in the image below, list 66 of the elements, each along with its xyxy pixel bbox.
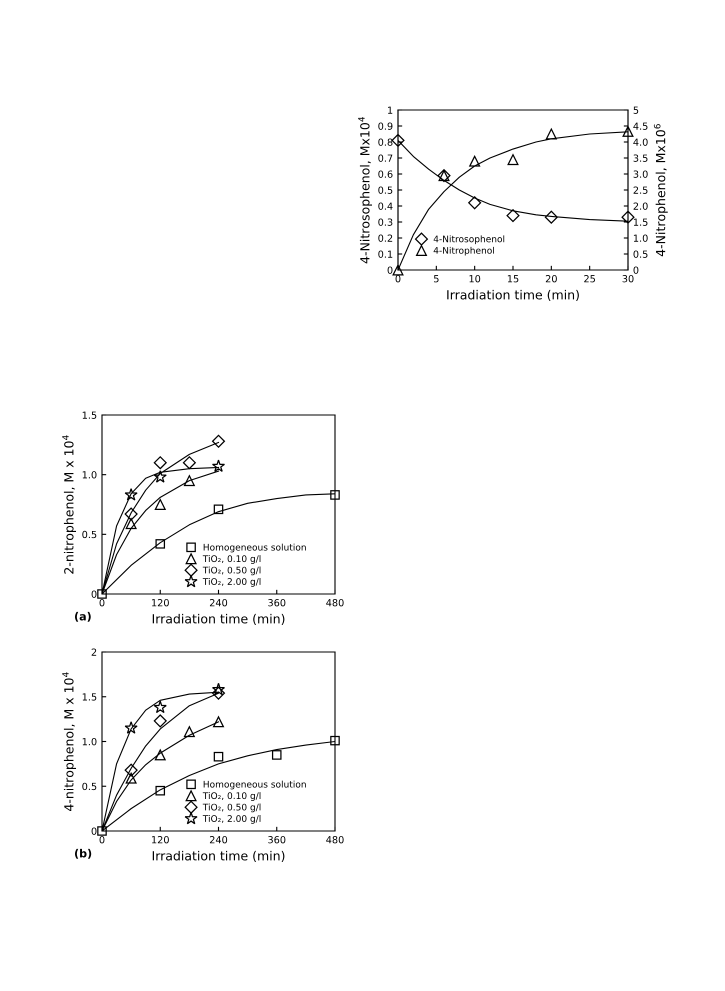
y-tick-label: 0.9 bbox=[378, 122, 392, 130]
y-tick-label: 0.8 bbox=[378, 138, 392, 146]
legend-label: TiO₂, 2.00 g/l bbox=[202, 578, 260, 587]
x-tick-label: 15 bbox=[508, 275, 518, 282]
x-tick-label: 240 bbox=[210, 599, 228, 606]
x-tick-label: 360 bbox=[268, 836, 286, 844]
legend-label: TiO₂, 0.50 g/l bbox=[202, 804, 260, 812]
x-tick-label: 5 bbox=[434, 275, 439, 282]
y-tick-label: 0 bbox=[92, 590, 96, 598]
y-tick-label: 0.5 bbox=[82, 530, 96, 538]
x-tick-label: 10 bbox=[470, 275, 480, 282]
x-tick-label: 120 bbox=[152, 599, 169, 606]
text: (a) bbox=[74, 612, 91, 622]
y-tick-label: 0 bbox=[388, 266, 392, 274]
y2-axis-title: 4-Nitrophenol, Mx10$^{6}$ bbox=[654, 124, 668, 256]
x-tick-label: 0 bbox=[100, 836, 104, 844]
y-tick-label: 0.5 bbox=[378, 186, 392, 194]
y2-tick-label: 0.5 bbox=[634, 250, 648, 258]
legend-label: TiO₂, 2.00 g/l bbox=[202, 814, 260, 824]
text: (b) bbox=[74, 848, 92, 859]
y2-tick-label: 2.0 bbox=[634, 202, 648, 210]
y-tick-label: 0.1 bbox=[378, 250, 392, 258]
y-tick-label: 1.0 bbox=[82, 471, 96, 478]
y2-tick-label: 2.5 bbox=[634, 186, 648, 194]
y-axis-title: 4-Nitrosophenol, Mx10$^{4}$ bbox=[358, 116, 372, 264]
x-tick-label: 480 bbox=[326, 836, 344, 844]
x-axis-title: Irradiation time (min) bbox=[152, 614, 284, 625]
x-tick-label: 120 bbox=[152, 836, 169, 844]
y2-tick-label: 5 bbox=[634, 106, 638, 114]
y-tick-label: 0.4 bbox=[378, 202, 393, 210]
y-tick-label: 2 bbox=[92, 648, 96, 656]
y-tick-label: 0.3 bbox=[378, 218, 392, 226]
x-tick-label: 0 bbox=[100, 599, 104, 606]
y-tick-label: 0 bbox=[92, 827, 96, 835]
y-tick-label: 0.7 bbox=[378, 154, 392, 162]
x-tick-label: 25 bbox=[584, 275, 596, 282]
y-tick-label: 0.5 bbox=[82, 782, 96, 790]
y-tick-label: 1.5 bbox=[82, 412, 96, 419]
x-tick-label: 30 bbox=[622, 275, 634, 282]
y2-tick-label: 3.5 bbox=[634, 154, 648, 162]
y-tick-label: 0.2 bbox=[378, 234, 392, 242]
legend-label: Homogeneous solution bbox=[204, 780, 306, 790]
legend-label: 4-Nitrophenol bbox=[434, 246, 494, 256]
legend-label: TiO₂, 0.10 g/l bbox=[202, 555, 260, 564]
x-axis-title: Irradiation time (min) bbox=[152, 850, 284, 862]
legend-label: 4-Nitrosophenol bbox=[434, 235, 504, 244]
y2-tick-label: 4.5 bbox=[633, 122, 648, 130]
legend-label: TiO₂, 0.10 g/l bbox=[202, 792, 260, 801]
x-tick-label: 240 bbox=[210, 836, 228, 844]
y-tick-label: 1.0 bbox=[82, 738, 96, 746]
x-tick-label: 480 bbox=[326, 599, 344, 606]
x-tick-label: 20 bbox=[546, 275, 557, 282]
y-tick-label: 0.6 bbox=[378, 170, 393, 178]
x-axis-title: Irradiation time (min) bbox=[447, 290, 579, 301]
x-tick-label: 360 bbox=[268, 599, 286, 606]
y-tick-label: 1 bbox=[388, 106, 392, 114]
y2-tick-label: 0 bbox=[634, 266, 638, 274]
legend-label: Homogeneous solution bbox=[204, 544, 306, 552]
legend-label: TiO₂, 0.50 g/l bbox=[202, 566, 260, 576]
y2-tick-label: 3.0 bbox=[634, 170, 648, 178]
y2-tick-label: 4.0 bbox=[633, 138, 648, 146]
y-tick-label: 1.5 bbox=[82, 693, 96, 701]
y-axis-title: 4-nitrophenol, M x 10$^{4}$ bbox=[62, 672, 76, 812]
y-axis-title: 2-nitrophenol, M x 10$^{4}$ bbox=[62, 435, 76, 574]
y2-tick-label: 1.0 bbox=[634, 234, 648, 242]
y2-tick-label: 1.5 bbox=[634, 218, 648, 226]
